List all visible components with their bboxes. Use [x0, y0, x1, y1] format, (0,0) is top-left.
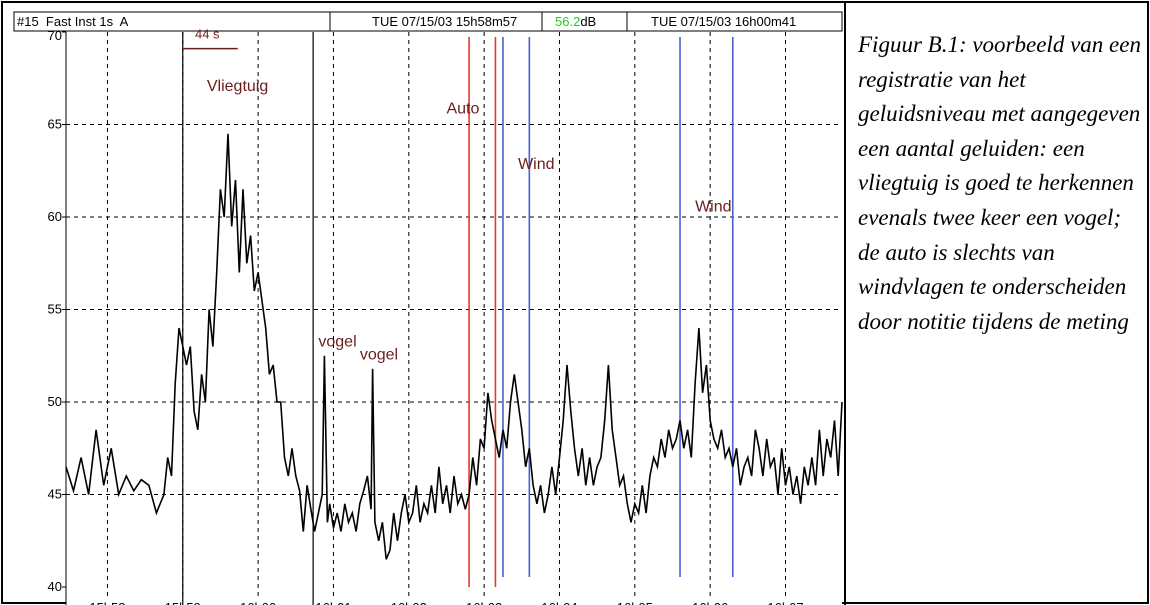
figure-caption: Figuur B.1: voorbeeld van een registrati…	[858, 32, 1141, 334]
header-bar: #15 Fast Inst 1s A TUE 07/15/03 15h58m57…	[13, 11, 843, 32]
x-tick-label: 15h58	[89, 600, 125, 605]
x-tick-label: 16h04	[541, 600, 577, 605]
x-tick-label: 16h03	[466, 600, 502, 605]
x-tick-label: 16h06	[692, 600, 728, 605]
annotation-label: vogel	[360, 346, 398, 363]
plot-area	[66, 32, 842, 604]
duration-marker-label: 44 s	[195, 27, 220, 42]
annotation-label: Wind	[518, 156, 554, 173]
annotation-label: Wind	[695, 198, 731, 215]
x-tick-label: 16h05	[617, 600, 653, 605]
y-tick-label: 50	[48, 394, 62, 409]
y-tick-label: 40	[48, 579, 62, 594]
y-tick-label: 70	[48, 28, 62, 43]
sound-level-line	[65, 133, 843, 560]
level-unit: dB	[580, 14, 596, 29]
y-axis: 40 45 50 55 60 65 70	[48, 28, 66, 594]
level-readout: 56.2dB	[555, 14, 596, 29]
y-tick-label: 65	[48, 117, 62, 132]
annotation-label: Vliegtuig	[207, 78, 268, 95]
cursor2-timestamp[interactable]: TUE 07/15/03 16h00m41	[651, 14, 796, 29]
header-background	[13, 11, 843, 32]
sound-level-trace	[65, 133, 843, 560]
annotation-label: Auto	[446, 100, 479, 117]
cursor1-timestamp[interactable]: TUE 07/15/03 15h58m57	[372, 14, 517, 29]
x-tick-label: 16h02	[391, 600, 427, 605]
y-tick-label: 55	[48, 302, 62, 317]
x-tick-label: 16h00	[240, 600, 276, 605]
x-tick-label: 16h01	[315, 600, 351, 605]
level-value: 56.2	[555, 14, 580, 29]
y-tick-label: 60	[48, 209, 62, 224]
channel-label: #15 Fast Inst 1s A	[17, 14, 129, 29]
annotation-label: vogel	[318, 334, 356, 351]
x-tick-label: 16h07	[767, 600, 803, 605]
y-tick-label: 45	[48, 487, 62, 502]
